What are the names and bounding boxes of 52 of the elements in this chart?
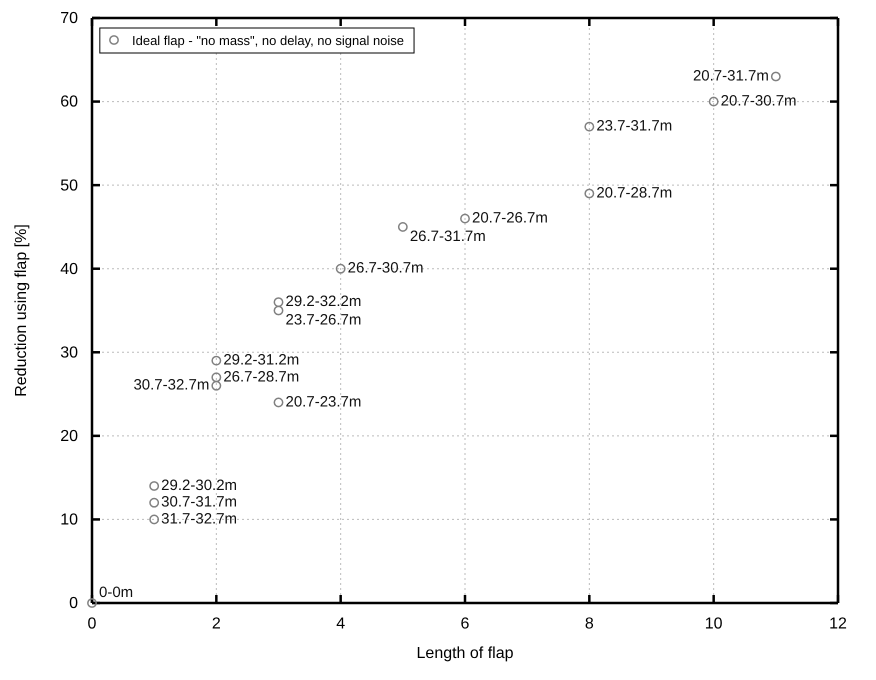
x-tick-label: 10 (704, 615, 723, 632)
point (149, 498, 160, 508)
annotation: 26.7-31.7m (410, 228, 486, 245)
point (584, 188, 594, 198)
x-tick-label: 12 (829, 615, 847, 632)
point (398, 222, 408, 232)
point (149, 514, 160, 524)
point (274, 297, 284, 308)
annotation: 0-0m (99, 584, 134, 601)
point (211, 380, 222, 391)
annotation: 23.7-26.7m (286, 312, 362, 328)
annotation: 20.7-26.7m (472, 210, 548, 227)
y-tick-label: 60 (60, 94, 78, 111)
y-tick-label: 30 (60, 344, 78, 362)
x-tick-label: 8 (584, 615, 594, 632)
point (211, 372, 222, 382)
annotation: 30.7-31.7m (161, 494, 238, 511)
annotation: 20.7-28.7m (596, 184, 672, 202)
point (274, 306, 284, 316)
point (149, 481, 160, 491)
point (336, 264, 346, 274)
annotation: 20.7-23.7m (286, 393, 362, 410)
x-tick-label: 0 (88, 615, 97, 632)
point (87, 598, 97, 608)
y-tick-label: 10 (60, 512, 78, 529)
point (211, 356, 222, 366)
y-tick-label: 0 (69, 595, 78, 612)
annotation: 26.7-28.7m (223, 368, 300, 386)
x-tick-label: 6 (460, 615, 470, 632)
y-axis-title: Reduction using flap [%] (13, 224, 30, 397)
x-axis-title: Length of flap (416, 645, 514, 662)
point (770, 72, 781, 82)
annotation: 20.7-31.7m (692, 68, 769, 84)
point (708, 96, 719, 106)
legend-label: Ideal flap - "no mass", no delay, no signal noise (132, 33, 404, 48)
point (460, 214, 470, 224)
annotation: 26.7-30.7m (348, 260, 424, 277)
annotation: 31.7-32.7m (161, 510, 238, 528)
y-tick-label: 70 (60, 10, 78, 28)
y-tick-label: 50 (60, 177, 78, 194)
point (584, 122, 594, 132)
y-tick-label: 20 (60, 428, 78, 445)
annotation: 29.2-30.2m (161, 477, 238, 494)
annotation: 30.7-32.7m (133, 376, 210, 394)
x-tick-label: 4 (336, 615, 346, 632)
annotation: 29.2-32.2m (286, 293, 362, 310)
x-tick-label: 2 (212, 615, 221, 632)
annotation: 20.7-30.7m (720, 92, 797, 110)
annotation: 23.7-31.7m (596, 118, 672, 135)
annotation: 29.2-31.2m (223, 352, 300, 369)
y-tick-label: 40 (60, 260, 78, 278)
point (274, 398, 284, 408)
